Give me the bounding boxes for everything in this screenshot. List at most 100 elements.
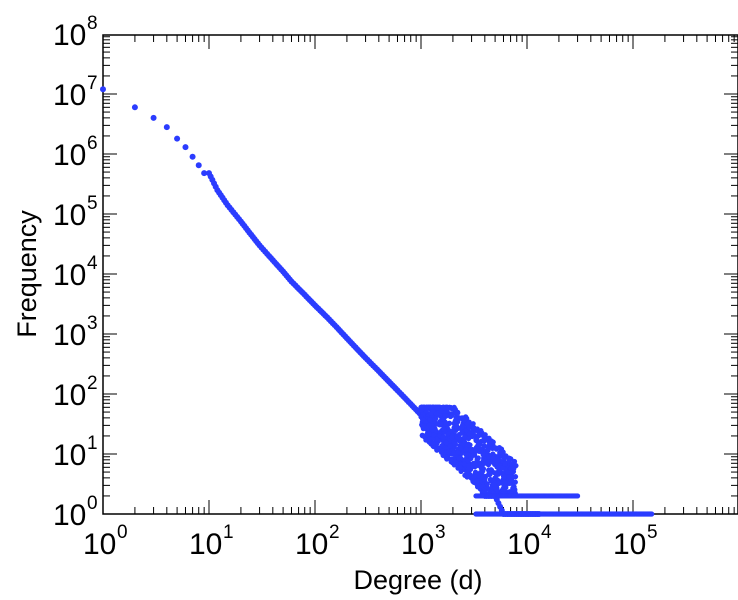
data-point (510, 485, 516, 492)
data-point (449, 412, 455, 418)
data-point (480, 451, 486, 458)
data-point (465, 458, 471, 464)
data-point (449, 434, 455, 441)
data-point (453, 459, 459, 465)
data-point (476, 448, 482, 455)
data-point (455, 410, 461, 416)
data-point (481, 443, 488, 449)
data-point (299, 289, 306, 296)
y-tick-label: 10 (53, 319, 86, 352)
data-point (496, 480, 502, 486)
data-point (486, 454, 492, 460)
data-point (501, 474, 507, 480)
data-point (440, 404, 446, 410)
data-point (485, 459, 491, 465)
data-point (458, 468, 464, 475)
data-point (459, 423, 466, 430)
y-tick-label-exponent: 1 (87, 433, 98, 454)
data-point (502, 480, 508, 486)
data-point (464, 442, 470, 448)
data-point (471, 425, 477, 431)
data-point (182, 144, 189, 151)
plot-frame (102, 34, 738, 515)
y-tick-label-exponent: 0 (87, 493, 98, 514)
data-point (466, 431, 473, 437)
data-point (505, 469, 511, 475)
data-point (436, 433, 442, 439)
data-point (457, 445, 463, 451)
data-point (470, 452, 476, 458)
data-point (438, 408, 444, 414)
data-point (267, 255, 274, 262)
data-point (278, 266, 285, 273)
data-point (462, 417, 468, 423)
x-tick-label-exponent: 5 (647, 522, 658, 543)
y-tick-label: 10 (53, 199, 86, 232)
data-point (487, 471, 493, 478)
data-point (461, 461, 468, 467)
data-point (500, 486, 506, 492)
data-point (434, 405, 441, 411)
data-point (448, 457, 454, 463)
data-point (438, 449, 445, 455)
y-tick-label-exponent: 4 (87, 253, 98, 274)
y-tick-label: 10 (53, 79, 86, 112)
data-point (373, 366, 380, 373)
data-point (482, 488, 488, 494)
data-point (473, 436, 479, 443)
data-point (477, 441, 483, 447)
data-point (322, 312, 329, 319)
data-point (331, 322, 338, 329)
x-tick-label-exponent: 1 (223, 522, 234, 543)
data-point (482, 432, 488, 438)
data-point (420, 417, 426, 423)
data-point (441, 426, 447, 433)
data-point (510, 465, 516, 471)
data-point (438, 421, 444, 427)
data-point (429, 404, 435, 410)
data-point (496, 445, 503, 451)
data-point (462, 434, 468, 440)
data-point (501, 455, 507, 461)
data-point (423, 437, 429, 443)
data-point (446, 420, 453, 426)
data-point (480, 458, 486, 464)
y-tick-label-exponent: 3 (87, 313, 98, 334)
x-tick-label: 10 (507, 528, 540, 561)
data-point (446, 449, 452, 455)
data-point (443, 439, 450, 446)
data-point (485, 445, 492, 451)
y-tick-label-exponent: 8 (87, 13, 98, 34)
data-point (451, 450, 457, 456)
y-axis-label: Frequency (12, 210, 42, 338)
data-point (434, 445, 440, 452)
data-point (405, 399, 412, 406)
data-point (222, 199, 229, 206)
data-point (430, 432, 437, 438)
data-point (471, 473, 477, 480)
y-tick-label-exponent: 5 (87, 193, 98, 214)
x-tick-label: 10 (295, 528, 328, 561)
data-point (445, 431, 451, 437)
data-point (466, 419, 472, 425)
data-point (463, 446, 469, 452)
data-point (492, 445, 498, 451)
x-tick-labels: 10 0 10 1 10 2 10 3 10 4 10 5 (83, 522, 658, 561)
data-point (464, 469, 470, 475)
y-tick-label: 10 (53, 499, 86, 532)
data-point (444, 456, 450, 462)
data-point (195, 162, 202, 169)
data-point (432, 418, 438, 424)
data-point (442, 413, 449, 419)
data-point (466, 435, 472, 442)
data-point (426, 422, 432, 428)
data-point (463, 452, 469, 458)
x-tick-label: 10 (613, 528, 646, 561)
data-point (649, 511, 655, 517)
data-point (495, 458, 501, 464)
data-point (392, 385, 399, 392)
x-tick-label-exponent: 4 (541, 522, 552, 543)
data-point (505, 455, 511, 461)
data-point (491, 481, 497, 488)
